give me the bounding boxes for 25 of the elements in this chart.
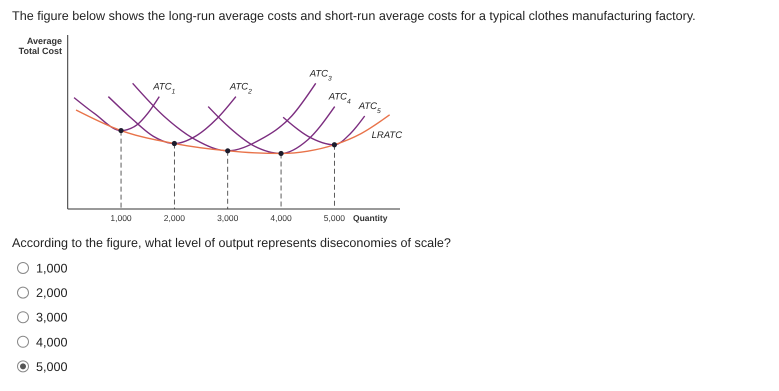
x-tick-label: 2,000 <box>164 213 186 223</box>
series-label: ATC$_{1}$ <box>152 82 176 96</box>
text: According to the figure, what level of output represents diseconomies of scale? <box>12 236 451 250</box>
text: 3,000 <box>36 310 68 325</box>
x-tick-label: 4,000 <box>270 213 292 223</box>
series-label: ATC$_{3}$ <box>308 68 332 82</box>
x-tick-label: 5,000 <box>324 213 346 223</box>
point <box>118 128 124 134</box>
x-tick-label: 3,000 <box>217 213 239 223</box>
x-axis-title: Quantity <box>353 213 388 223</box>
series-label: ATC$_{4}$ <box>328 92 352 106</box>
x-tick-label: 1,000 <box>110 213 132 223</box>
point <box>332 142 337 148</box>
text: 5,000 <box>36 360 68 374</box>
series-label: ATC$_{5}$ <box>358 100 381 114</box>
text: 1,000 <box>36 262 68 276</box>
point <box>278 150 284 156</box>
point <box>225 148 230 154</box>
chart-title: The figure below shows the long-run average costs and short-run average costs for a typical clothes manufacturing factory. <box>12 9 696 23</box>
text: 4,000 <box>36 335 68 350</box>
text: 2,000 <box>36 286 68 300</box>
y-axis-title: Average Total Cost <box>18 36 62 56</box>
series-label: LRATC <box>372 130 402 141</box>
point <box>172 140 177 146</box>
series-label: ATC$_{2}$ <box>228 82 252 96</box>
